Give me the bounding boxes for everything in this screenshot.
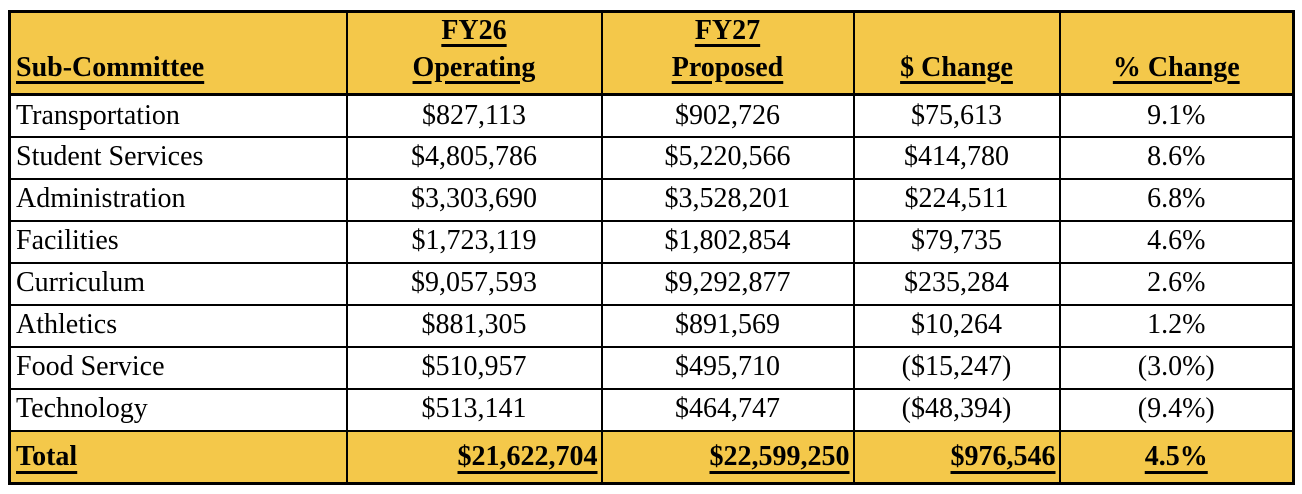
total-dollar-change-cell: $976,546 [852,429,1061,485]
pct-change-cell: 6.8% [1058,177,1295,222]
header-fy27-line1: FY27 [694,15,761,47]
header-pct-change-label: % Change [1112,51,1240,83]
header-fy27-proposed: FY27 Proposed [600,10,855,96]
pct-change-cell: (9.4%) [1058,387,1295,432]
fy27-proposed-cell: $9,292,877 [600,261,855,306]
subcommittee-cell: Athletics [8,303,348,348]
budget-table: Sub-Committee FY26 Operating FY27 Propos… [8,10,1295,485]
pct-change-cell: 8.6% [1058,135,1295,180]
pct-change-cell: (3.0%) [1058,345,1295,390]
fy26-operating-cell: $513,141 [345,387,603,432]
fy26-operating-cell: $9,057,593 [345,261,603,306]
total-fy27-cell: $22,599,250 [600,429,855,485]
dollar-change-cell: $75,613 [852,93,1061,138]
fy27-proposed-cell: $1,802,854 [600,219,855,264]
header-pct-change: % Change [1058,10,1295,96]
fy26-operating-cell: $3,303,690 [345,177,603,222]
subcommittee-cell: Administration [8,177,348,222]
header-row: Sub-Committee FY26 Operating FY27 Propos… [8,10,1295,96]
dollar-change-cell: $224,511 [852,177,1061,222]
header-sub-committee-label: Sub-Committee [16,51,205,83]
total-row: Total $21,622,704 $22,599,250 $976,546 4… [8,429,1295,485]
table-row: Transportation $827,113 $902,726 $75,613… [8,93,1295,138]
table-row: Athletics $881,305 $891,569 $10,264 1.2% [8,303,1295,348]
table-row: Facilities $1,723,119 $1,802,854 $79,735… [8,219,1295,264]
dollar-change-cell: $10,264 [852,303,1061,348]
header-fy26-operating: FY26 Operating [345,10,603,96]
total-fy26-cell: $21,622,704 [345,429,603,485]
pct-change-cell: 4.6% [1058,219,1295,264]
fy26-operating-cell: $827,113 [345,93,603,138]
fy27-proposed-cell: $464,747 [600,387,855,432]
header-sub-committee: Sub-Committee [8,10,348,96]
fy26-operating-cell: $1,723,119 [345,219,603,264]
pct-change-cell: 9.1% [1058,93,1295,138]
dollar-change-cell: $79,735 [852,219,1061,264]
header-fy27-line2: Proposed [671,51,784,83]
subcommittee-cell: Transportation [8,93,348,138]
table-row: Food Service $510,957 $495,710 ($15,247)… [8,345,1295,390]
fy27-proposed-cell: $495,710 [600,345,855,390]
subcommittee-cell: Food Service [8,345,348,390]
fy26-operating-cell: $510,957 [345,345,603,390]
table-row: Curriculum $9,057,593 $9,292,877 $235,28… [8,261,1295,306]
header-dollar-change-label: $ Change [900,51,1013,83]
total-label: Total [16,440,78,472]
fy27-proposed-cell: $5,220,566 [600,135,855,180]
total-dollar-change-value: $976,546 [950,440,1056,472]
dollar-change-cell: $414,780 [852,135,1061,180]
total-fy27-value: $22,599,250 [709,440,850,472]
header-fy26-line1: FY26 [441,15,507,47]
table-row: Administration $3,303,690 $3,528,201 $22… [8,177,1295,222]
fy26-operating-cell: $4,805,786 [345,135,603,180]
total-fy26-value: $21,622,704 [457,440,598,472]
pct-change-cell: 2.6% [1058,261,1295,306]
subcommittee-cell: Curriculum [8,261,348,306]
total-label-cell: Total [8,429,348,485]
pct-change-cell: 1.2% [1058,303,1295,348]
table-row: Technology $513,141 $464,747 ($48,394) (… [8,387,1295,432]
dollar-change-cell: ($15,247) [852,345,1061,390]
dollar-change-cell: ($48,394) [852,387,1061,432]
total-pct-change-cell: 4.5% [1058,429,1295,485]
subcommittee-cell: Technology [8,387,348,432]
table-row: Student Services $4,805,786 $5,220,566 $… [8,135,1295,180]
header-fy26-line2: Operating [412,51,536,83]
header-dollar-change: $ Change [852,10,1061,96]
total-pct-change-value: 4.5% [1144,440,1208,472]
fy27-proposed-cell: $902,726 [600,93,855,138]
fy27-proposed-cell: $3,528,201 [600,177,855,222]
subcommittee-cell: Facilities [8,219,348,264]
fy26-operating-cell: $881,305 [345,303,603,348]
subcommittee-cell: Student Services [8,135,348,180]
dollar-change-cell: $235,284 [852,261,1061,306]
fy27-proposed-cell: $891,569 [600,303,855,348]
